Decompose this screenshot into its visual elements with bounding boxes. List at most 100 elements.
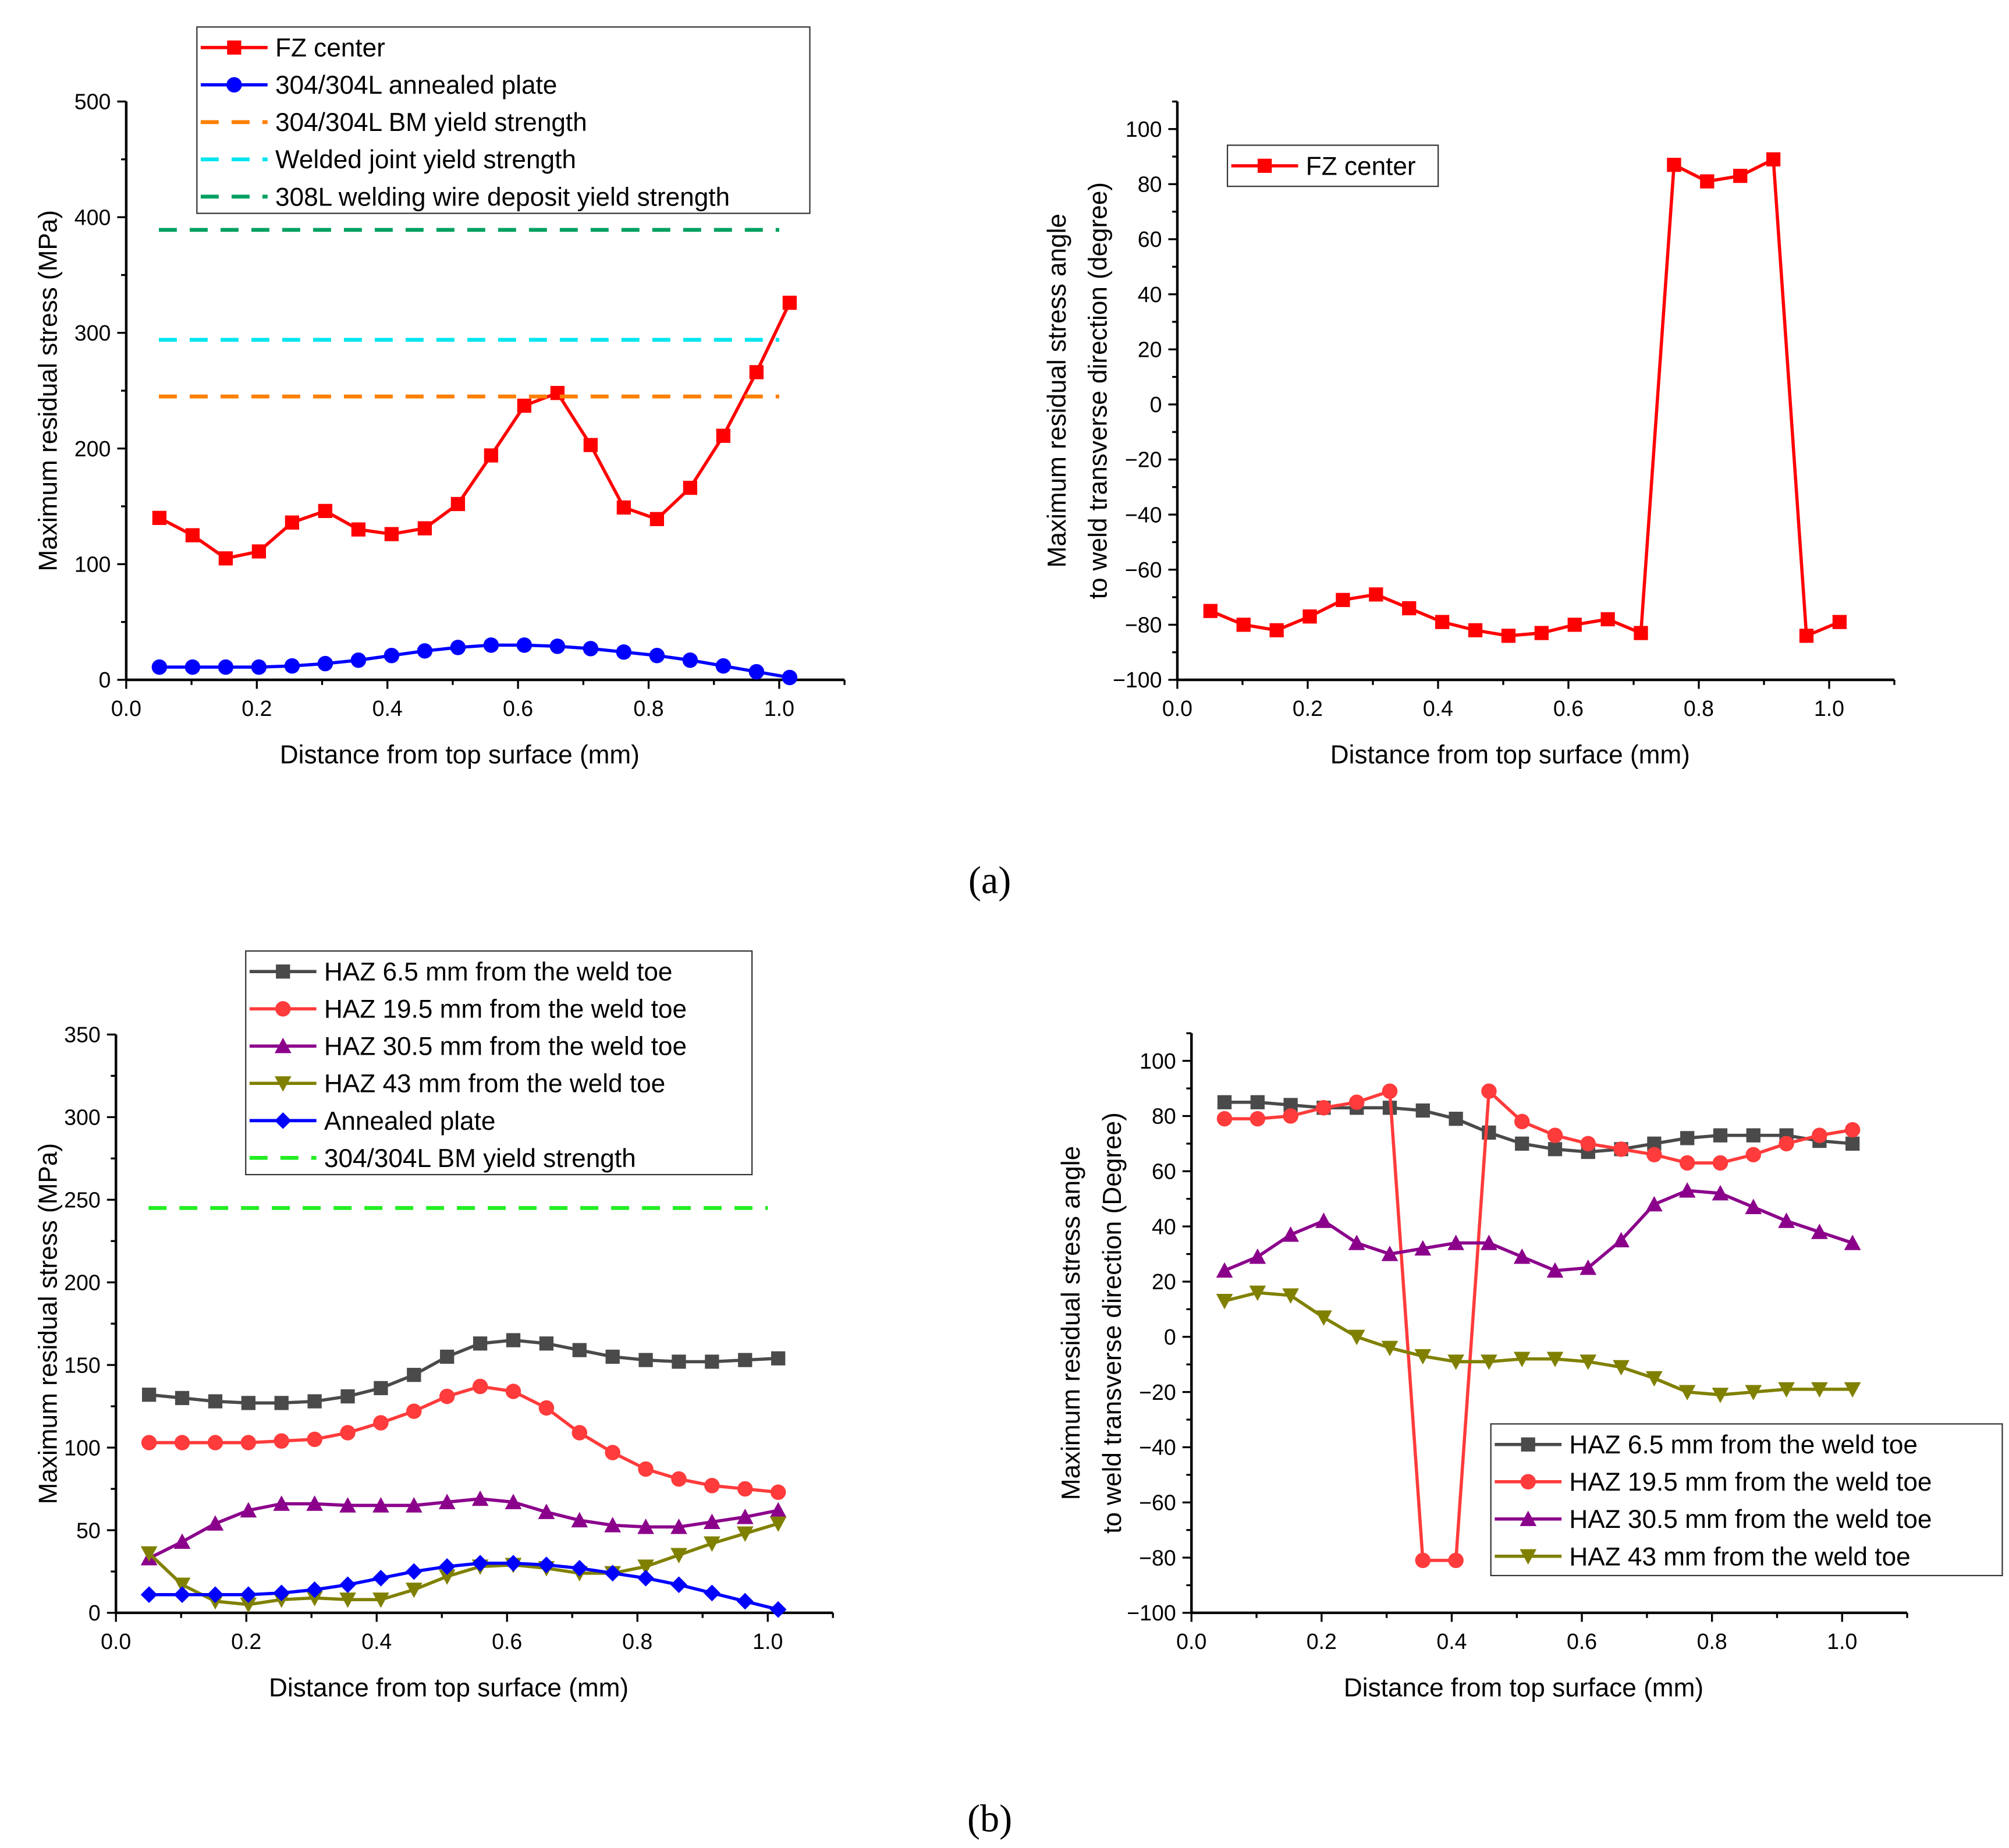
series-line xyxy=(1224,1291,1853,1397)
data-point xyxy=(1745,1198,1762,1215)
data-point xyxy=(1678,1182,1696,1198)
data-point xyxy=(405,1583,423,1598)
data-point xyxy=(572,1425,588,1441)
x-tick-label: 0.2 xyxy=(242,696,272,721)
data-point xyxy=(1381,1246,1399,1261)
series-haz-43-mm-from-the-weld-toe xyxy=(1216,1285,1861,1403)
data-point xyxy=(1634,626,1648,640)
data-point xyxy=(1700,174,1715,189)
y-tick-label: 500 xyxy=(74,90,111,114)
legend-label: 308L welding wire deposit yield strength xyxy=(275,183,730,211)
data-point xyxy=(683,480,698,495)
data-point xyxy=(769,1601,787,1618)
legend: HAZ 6.5 mm from the weld toe HAZ 19.5 mm … xyxy=(245,950,753,1176)
x-tick-label: 1.0 xyxy=(753,1629,783,1654)
data-point xyxy=(538,1556,555,1573)
data-point xyxy=(318,503,333,519)
data-point xyxy=(407,1368,421,1382)
data-point xyxy=(1468,623,1483,637)
data-point xyxy=(306,1581,323,1598)
data-point xyxy=(1844,1122,1861,1138)
x-axis-label: Distance from top surface (mm) xyxy=(1344,1673,1703,1702)
data-point xyxy=(505,1494,522,1509)
y-tick-label: 300 xyxy=(74,321,111,345)
data-point xyxy=(505,1384,521,1399)
x-tick-label: 0.0 xyxy=(111,696,141,721)
data-point xyxy=(450,496,466,512)
y-tick-label: −60 xyxy=(1139,1491,1176,1515)
data-point xyxy=(671,1471,687,1487)
data-point xyxy=(1766,152,1781,166)
data-point xyxy=(240,1586,257,1604)
data-point xyxy=(583,438,598,452)
data-point xyxy=(306,1495,323,1511)
y-tick-label: 250 xyxy=(64,1188,101,1212)
chart-a-left: 0.0 0.2 0.4 0.6 0.8 1.0 0 100 200 300 400 500 Distan… xyxy=(34,26,846,769)
data-point xyxy=(207,1435,223,1450)
data-point xyxy=(749,365,764,379)
x-tick-label: 0.4 xyxy=(372,696,403,721)
data-point xyxy=(769,1502,787,1518)
y-tick-label: 40 xyxy=(1152,1214,1176,1239)
data-point xyxy=(1382,1083,1398,1099)
y-axis-label: to weld transverse direction (degree) xyxy=(1084,182,1113,599)
y-tick-label: 20 xyxy=(1138,337,1162,361)
x-tick-label: 0.0 xyxy=(1176,1629,1206,1654)
data-point xyxy=(340,1425,356,1441)
data-point xyxy=(1746,1128,1760,1143)
data-point xyxy=(1216,1111,1233,1127)
data-point xyxy=(736,1592,754,1610)
data-point xyxy=(1369,587,1383,602)
data-point xyxy=(251,544,267,559)
data-point xyxy=(1812,1127,1827,1143)
series-fz-center xyxy=(1203,152,1847,643)
data-point xyxy=(1449,1112,1463,1126)
legend-label: HAZ 30.5 mm from the weld toe xyxy=(324,1033,687,1061)
y-axis-label: Maximum residual stress angle xyxy=(1057,1146,1085,1500)
x-tick-label: 0.8 xyxy=(633,696,663,721)
series-haz-30-5-mm-from-the-weld-toe xyxy=(1216,1182,1861,1278)
y-axis-label: to weld transverse direction (Degree) xyxy=(1098,1112,1127,1534)
y-tick-label: 200 xyxy=(64,1270,101,1294)
y-tick-label: −40 xyxy=(1125,502,1162,527)
data-point xyxy=(737,1481,753,1497)
series-line xyxy=(148,1522,779,1606)
data-point xyxy=(637,1518,654,1534)
data-point xyxy=(715,658,732,674)
data-point xyxy=(1481,1354,1497,1370)
data-point xyxy=(517,398,532,413)
data-point xyxy=(1447,1354,1464,1370)
data-point xyxy=(616,644,632,660)
data-point xyxy=(704,1536,720,1552)
legend-label: 304/304L BM yield strength xyxy=(275,108,587,137)
data-point xyxy=(782,669,798,686)
data-point xyxy=(1680,1131,1695,1145)
x-tick-label: 0.0 xyxy=(1162,696,1192,721)
data-point xyxy=(1501,629,1516,643)
data-point xyxy=(284,658,300,674)
data-point xyxy=(384,527,399,541)
data-point xyxy=(438,1494,456,1509)
x-tick-label: 0.0 xyxy=(101,1629,131,1654)
data-point xyxy=(1315,1310,1332,1326)
data-point xyxy=(1514,1113,1530,1130)
y-tick-label: −100 xyxy=(1127,1601,1176,1625)
series-line xyxy=(1223,1189,1854,1272)
data-point xyxy=(417,643,433,659)
data-point xyxy=(1435,615,1450,629)
data-point xyxy=(1646,1371,1663,1387)
data-point xyxy=(373,1415,389,1431)
data-point xyxy=(207,1515,224,1531)
chart-b-left: 0.0 0.2 0.4 0.6 0.8 1.0 0 50 100 150 200 250 300 350 D… xyxy=(34,950,834,1702)
data-point xyxy=(769,1516,787,1533)
x-tick-label: 0.6 xyxy=(503,696,533,721)
data-point xyxy=(372,1497,389,1513)
data-point xyxy=(440,1349,455,1364)
data-point xyxy=(782,296,797,310)
data-point xyxy=(372,1592,389,1608)
y-tick-label: 80 xyxy=(1152,1104,1176,1129)
x-tick-label: 0.6 xyxy=(1567,1629,1597,1654)
series-line xyxy=(148,1338,779,1405)
data-point xyxy=(208,1394,223,1409)
legend-marker xyxy=(227,40,242,55)
